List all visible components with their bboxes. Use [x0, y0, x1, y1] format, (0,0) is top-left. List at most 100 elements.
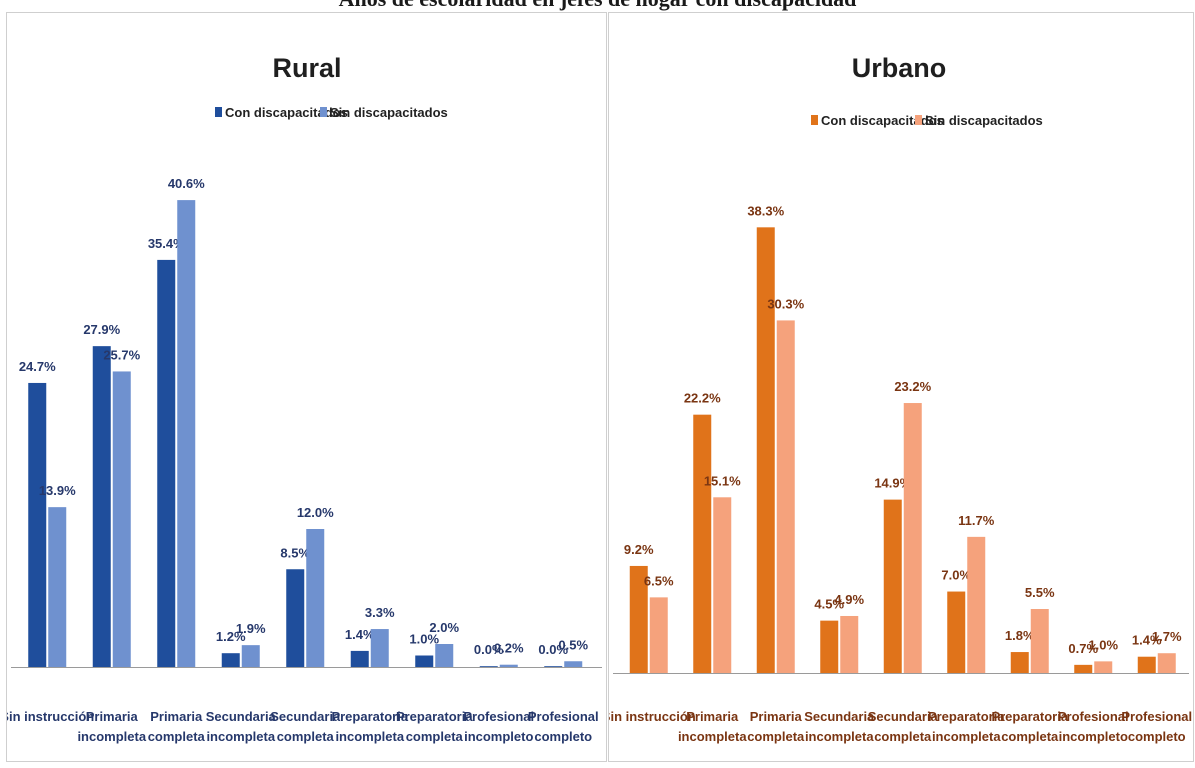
legend-label-rural-1: Sin discapacitados: [330, 105, 448, 120]
tick-label-urbano-4: Secundaria completa: [868, 709, 939, 744]
tick-label-urbano-5: Preparatoria incompleta: [928, 709, 1005, 744]
tick-label-line-urbano-8-1: completo: [1128, 729, 1186, 744]
legend-swatch-rural-0: [215, 107, 222, 117]
page-header-text: Años de escolaridad en jefes de hogar co…: [339, 0, 857, 10]
tick-label-rural-7: Profesional incompleto: [463, 709, 534, 744]
bar-urbano-s0-c8: [1137, 656, 1156, 673]
data-label-urbano-s0-c7: 0.7%: [1068, 641, 1098, 656]
bar-urbano-s1-c0: [649, 597, 668, 673]
data-label-urbano-s0-c2: 38.3%: [747, 203, 784, 218]
data-label-urbano-s1-c4: 23.2%: [894, 379, 931, 394]
page-header: Años de escolaridad en jefes de hogar co…: [0, 0, 1195, 12]
data-label-urbano-s1-c2: 30.3%: [767, 296, 804, 311]
tick-label-rural-0: Sin instrucción: [7, 709, 94, 724]
bar-rural-s0-c5: [350, 650, 369, 667]
bar-rural-s1-c2: [177, 200, 196, 667]
bar-rural-s0-c0: [28, 382, 47, 667]
data-label-urbano-s1-c0: 6.5%: [644, 573, 674, 588]
tick-label-line-urbano-0-0: Sin instrucción: [609, 709, 696, 724]
data-label-rural-s1-c5: 3.3%: [365, 605, 395, 620]
bar-urbano-s1-c3: [840, 615, 859, 673]
bar-rural-s0-c4: [286, 569, 305, 667]
data-label-urbano-s1-c7: 1.0%: [1088, 637, 1118, 652]
bar-rural-s1-c0: [48, 507, 67, 667]
tick-label-line-rural-2-0: Primaria: [150, 709, 203, 724]
bar-rural-s0-c8: [544, 666, 563, 667]
data-label-rural-s0-c0: 24.7%: [19, 359, 56, 374]
tick-label-line-urbano-3-0: Secundaria: [804, 709, 875, 724]
tick-label-rural-1: Primaria incompleta: [77, 709, 146, 744]
tick-label-line-urbano-6-0: Preparatoria: [991, 709, 1068, 724]
tick-label-line-urbano-2-0: Primaria: [750, 709, 803, 724]
data-label-rural-s1-c6: 2.0%: [429, 620, 459, 635]
bar-urbano-s0-c4: [883, 499, 902, 673]
tick-label-line-rural-6-1: completa: [406, 729, 464, 744]
data-label-urbano-s0-c6: 1.8%: [1005, 628, 1035, 643]
tick-label-line-rural-2-1: completa: [148, 729, 206, 744]
bar-rural-s0-c6: [415, 655, 434, 667]
data-label-urbano-s0-c8: 1.4%: [1132, 633, 1162, 648]
tick-label-line-urbano-7-1: incompleto: [1059, 729, 1128, 744]
tick-label-rural-3: Secundaria incompleta: [206, 709, 277, 744]
tick-label-urbano-0: Sin instrucción: [609, 709, 696, 724]
bar-rural-s0-c3: [221, 653, 240, 667]
data-label-urbano-s0-c5: 7.0%: [941, 568, 971, 583]
chart-panel-rural: Rural Con discapacitados Sin discapacitado…: [6, 12, 607, 762]
data-label-rural-s0-c4: 8.5%: [280, 545, 310, 560]
data-label-rural-s1-c7: 0.2%: [494, 641, 524, 656]
chart-title-urbano: Urbano: [852, 53, 947, 83]
legend-swatch-urbano-0: [811, 115, 818, 125]
tick-label-line-rural-8-1: completo: [534, 729, 592, 744]
tick-label-line-rural-7-1: incompleto: [464, 729, 533, 744]
chart-panel-urbano: Urbano Con discapacitados Sin discapacitad…: [608, 12, 1194, 762]
bar-urbano-s1-c5: [967, 536, 986, 673]
tick-label-line-rural-1-0: Primaria: [86, 709, 139, 724]
tick-label-rural-2: Primaria completa: [148, 709, 206, 744]
legend-swatch-rural-1: [320, 107, 327, 117]
tick-label-rural-5: Preparatoria incompleta: [331, 709, 408, 744]
bar-rural-s1-c7: [499, 664, 518, 667]
tick-label-urbano-6: Preparatoria completa: [991, 709, 1068, 744]
data-label-rural-s0-c6: 1.0%: [409, 632, 439, 647]
data-label-urbano-s0-c1: 22.2%: [684, 391, 721, 406]
data-label-urbano-s1-c1: 15.1%: [704, 473, 741, 488]
tick-label-urbano-3: Secundaria incompleta: [804, 709, 875, 744]
data-label-rural-s0-c3: 1.2%: [216, 629, 246, 644]
tick-label-line-urbano-2-1: completa: [747, 729, 805, 744]
bar-urbano-s1-c7: [1094, 661, 1113, 673]
bar-rural-s1-c1: [112, 371, 131, 667]
bar-rural-s1-c5: [370, 629, 389, 667]
tick-label-line-rural-7-0: Profesional: [463, 709, 534, 724]
tick-label-line-rural-6-0: Preparatoria: [396, 709, 473, 724]
bar-urbano-s0-c0: [629, 565, 648, 673]
data-label-rural-s1-c8: 0.5%: [558, 637, 588, 652]
tick-label-line-urbano-6-1: completa: [1001, 729, 1059, 744]
legend-label-urbano-0: Con discapacitados: [821, 113, 944, 128]
legend-swatch-urbano-1: [915, 115, 922, 125]
data-label-rural-s1-c2: 40.6%: [168, 176, 205, 191]
bar-urbano-s0-c2: [756, 227, 775, 673]
tick-label-line-rural-4-0: Secundaria: [270, 709, 341, 724]
bar-urbano-s0-c7: [1074, 664, 1093, 673]
data-label-rural-s0-c8: 0.0%: [538, 642, 568, 657]
tick-label-urbano-2: Primaria completa: [747, 709, 805, 744]
bar-rural-s0-c7: [479, 666, 498, 667]
tick-label-line-urbano-8-0: Profesional: [1121, 709, 1192, 724]
data-label-rural-s1-c4: 12.0%: [297, 505, 334, 520]
data-label-rural-s1-c1: 25.7%: [103, 347, 140, 362]
data-label-urbano-s0-c0: 9.2%: [624, 542, 654, 557]
tick-label-line-rural-3-0: Secundaria: [206, 709, 277, 724]
tick-label-line-rural-1-1: incompleta: [77, 729, 146, 744]
tick-label-line-rural-3-1: incompleta: [206, 729, 275, 744]
data-label-rural-s1-c3: 1.9%: [236, 621, 266, 636]
bar-rural-s1-c4: [306, 529, 325, 667]
tick-label-line-urbano-4-0: Secundaria: [868, 709, 939, 724]
tick-label-line-urbano-7-0: Profesional: [1058, 709, 1129, 724]
bar-urbano-s1-c4: [903, 403, 922, 673]
data-label-rural-s1-c0: 13.9%: [39, 483, 76, 498]
tick-label-rural-4: Secundaria completa: [270, 709, 341, 744]
data-label-urbano-s1-c8: 1.7%: [1152, 629, 1182, 644]
tick-label-urbano-8: Profesional completo: [1121, 709, 1192, 744]
